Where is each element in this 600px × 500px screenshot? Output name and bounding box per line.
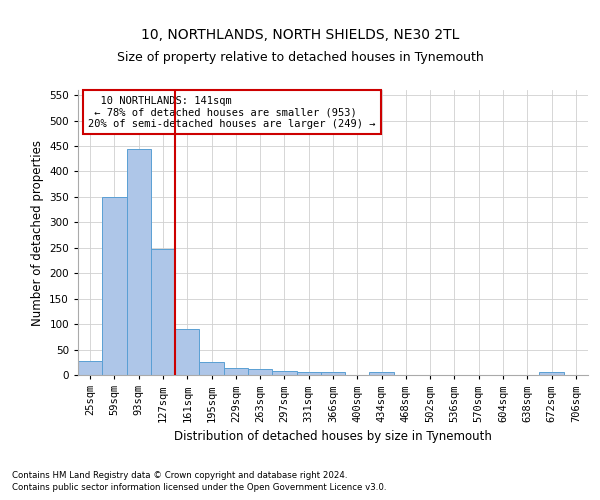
Bar <box>272 371 296 375</box>
Bar <box>127 148 151 375</box>
Bar <box>224 368 248 375</box>
Text: Size of property relative to detached houses in Tynemouth: Size of property relative to detached ho… <box>116 51 484 64</box>
Text: 10 NORTHLANDS: 141sqm
 ← 78% of detached houses are smaller (953)
20% of semi-de: 10 NORTHLANDS: 141sqm ← 78% of detached … <box>88 96 376 129</box>
Text: Contains HM Land Registry data © Crown copyright and database right 2024.: Contains HM Land Registry data © Crown c… <box>12 472 347 480</box>
X-axis label: Distribution of detached houses by size in Tynemouth: Distribution of detached houses by size … <box>174 430 492 443</box>
Bar <box>151 249 175 375</box>
Bar <box>199 362 224 375</box>
Text: Contains public sector information licensed under the Open Government Licence v3: Contains public sector information licen… <box>12 483 386 492</box>
Bar <box>296 372 321 375</box>
Bar <box>370 372 394 375</box>
Text: 10, NORTHLANDS, NORTH SHIELDS, NE30 2TL: 10, NORTHLANDS, NORTH SHIELDS, NE30 2TL <box>141 28 459 42</box>
Bar <box>78 361 102 375</box>
Bar <box>321 372 345 375</box>
Bar <box>248 369 272 375</box>
Bar <box>539 372 564 375</box>
Bar <box>175 329 199 375</box>
Bar <box>102 197 127 375</box>
Y-axis label: Number of detached properties: Number of detached properties <box>31 140 44 326</box>
